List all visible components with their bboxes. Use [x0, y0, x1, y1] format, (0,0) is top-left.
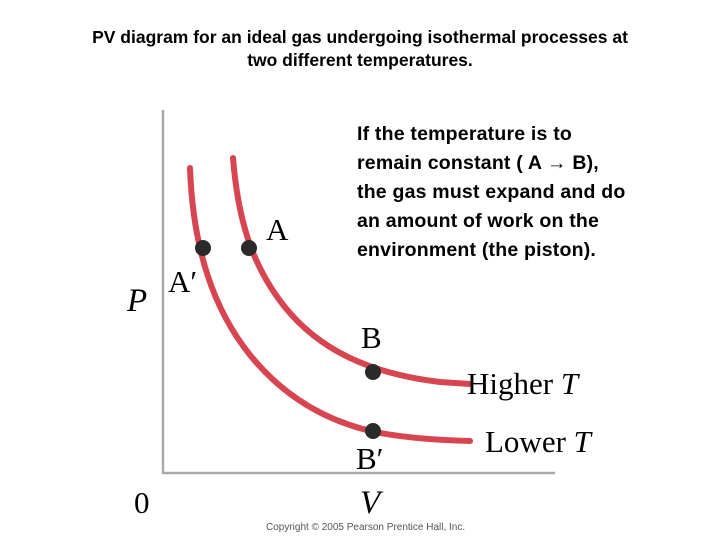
copyright-notice: Copyright © 2005 Pearson Prentice Hall, …	[266, 522, 466, 533]
lower-temperature-isotherm	[187, 165, 473, 444]
pressure-axis-label: P	[126, 283, 147, 319]
note-line-1: If the temperature is to	[357, 123, 573, 145]
higher-t-variable: T	[561, 366, 581, 401]
title-line-2: two different temperatures.	[247, 50, 473, 70]
note-line-5: environment (the piston).	[357, 239, 596, 261]
higher-t-text: Higher	[467, 366, 561, 401]
point-b	[365, 364, 381, 380]
point-b-label: B	[361, 320, 382, 355]
lower-t-label: Lower T	[485, 424, 594, 459]
note-line-2: remain constant ( A → B),	[357, 152, 599, 174]
point-a	[241, 240, 257, 256]
point-a-prime	[195, 240, 211, 256]
point-b-prime-label: B′	[356, 441, 383, 476]
note-line-3: the gas must expand and do	[357, 181, 626, 203]
title-line-1: PV diagram for an ideal gas undergoing i…	[92, 27, 628, 47]
page-title: PV diagram for an ideal gas undergoing i…	[20, 26, 700, 72]
note-line-4: an amount of work on the	[357, 210, 600, 232]
origin-label: 0	[134, 485, 150, 520]
lower-t-variable: T	[574, 424, 594, 459]
lower-t-text: Lower	[485, 424, 574, 459]
point-a-label: A	[266, 212, 289, 247]
volume-axis-label: V	[360, 485, 384, 521]
higher-temperature-isotherm	[230, 155, 473, 387]
higher-t-label: Higher T	[467, 366, 581, 401]
explanation-text: If the temperature is to remain constant…	[357, 120, 707, 265]
point-a-prime-label: A′	[168, 264, 197, 299]
point-b-prime	[365, 423, 381, 439]
